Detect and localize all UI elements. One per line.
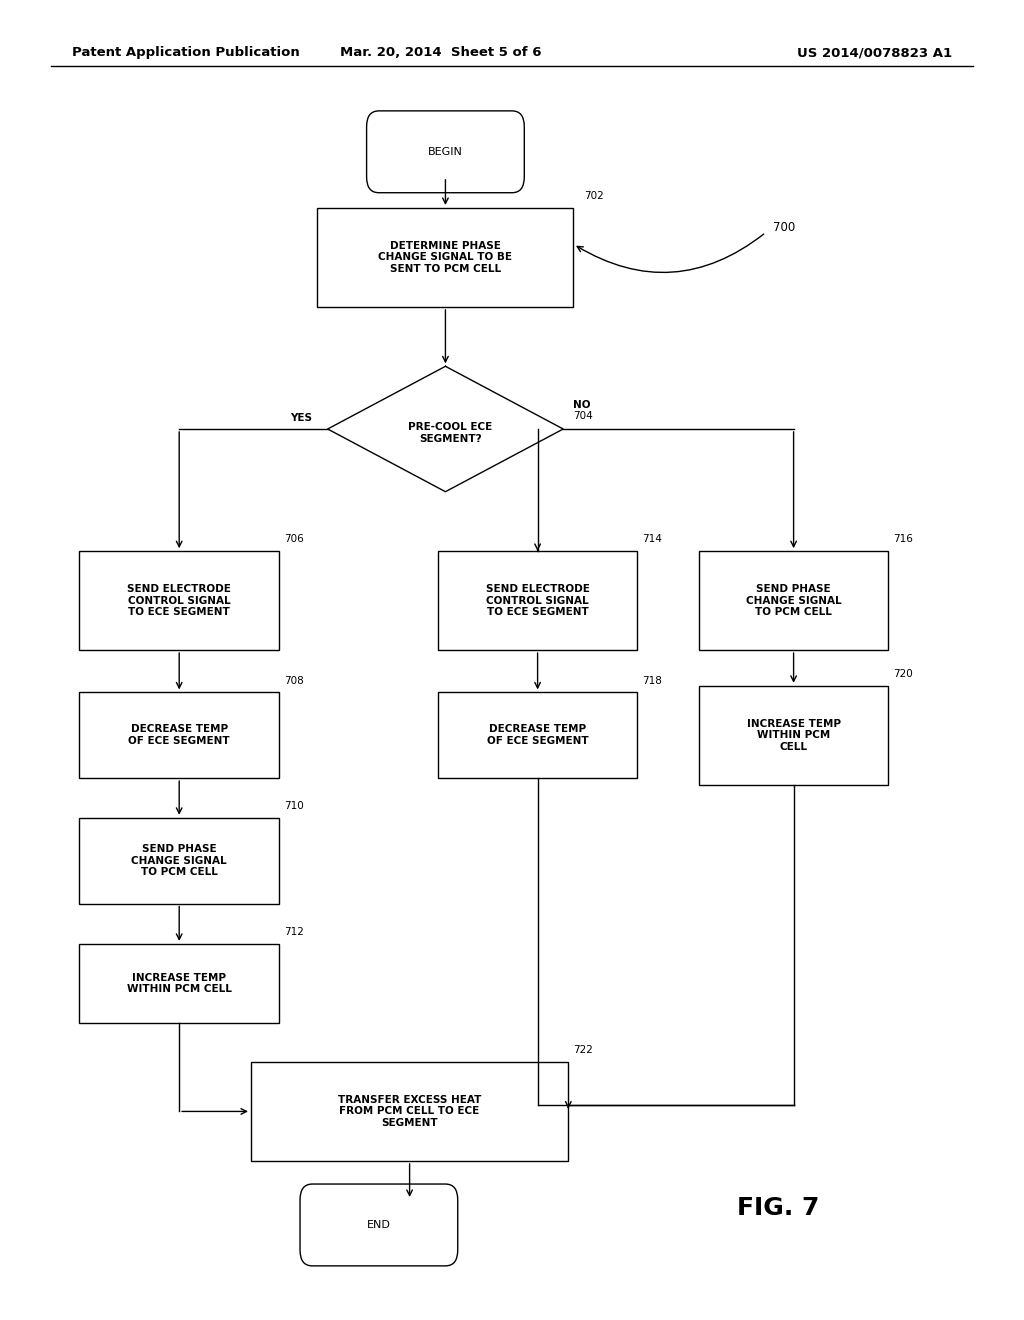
FancyBboxPatch shape	[367, 111, 524, 193]
Text: 720: 720	[893, 669, 913, 678]
Bar	[79, 552, 279, 649]
Text: 716: 716	[893, 535, 913, 544]
Bar	[79, 944, 279, 1023]
Text: INCREASE TEMP
WITHIN PCM
CELL: INCREASE TEMP WITHIN PCM CELL	[746, 718, 841, 752]
Text: DECREASE TEMP
OF ECE SEGMENT: DECREASE TEMP OF ECE SEGMENT	[486, 725, 589, 746]
Text: END: END	[367, 1220, 391, 1230]
Text: 704: 704	[573, 411, 593, 421]
Text: 706: 706	[284, 535, 304, 544]
Text: DECREASE TEMP
OF ECE SEGMENT: DECREASE TEMP OF ECE SEGMENT	[128, 725, 230, 746]
Text: NO: NO	[573, 400, 591, 411]
Bar	[79, 692, 279, 777]
Text: SEND ELECTRODE
CONTROL SIGNAL
TO ECE SEGMENT: SEND ELECTRODE CONTROL SIGNAL TO ECE SEG…	[127, 583, 231, 618]
Bar	[698, 686, 888, 784]
Text: FIG. 7: FIG. 7	[737, 1196, 819, 1220]
Text: PRE-COOL ECE
SEGMENT?: PRE-COOL ECE SEGMENT?	[409, 422, 493, 444]
Text: Mar. 20, 2014  Sheet 5 of 6: Mar. 20, 2014 Sheet 5 of 6	[340, 46, 541, 59]
Text: SEND PHASE
CHANGE SIGNAL
TO PCM CELL: SEND PHASE CHANGE SIGNAL TO PCM CELL	[131, 843, 227, 878]
Text: 710: 710	[284, 801, 304, 810]
Text: 700: 700	[773, 220, 796, 234]
Text: SEND PHASE
CHANGE SIGNAL
TO PCM CELL: SEND PHASE CHANGE SIGNAL TO PCM CELL	[745, 583, 842, 618]
Text: DETERMINE PHASE
CHANGE SIGNAL TO BE
SENT TO PCM CELL: DETERMINE PHASE CHANGE SIGNAL TO BE SENT…	[379, 240, 512, 275]
Bar	[251, 1061, 568, 1162]
Text: US 2014/0078823 A1: US 2014/0078823 A1	[798, 46, 952, 59]
Bar	[438, 552, 637, 649]
Text: BEGIN: BEGIN	[428, 147, 463, 157]
Text: 718: 718	[643, 676, 663, 685]
Text: YES: YES	[291, 413, 312, 424]
Bar	[79, 817, 279, 903]
Text: Patent Application Publication: Patent Application Publication	[72, 46, 299, 59]
Text: 712: 712	[284, 927, 304, 937]
Text: TRANSFER EXCESS HEAT
FROM PCM CELL TO ECE
SEGMENT: TRANSFER EXCESS HEAT FROM PCM CELL TO EC…	[338, 1094, 481, 1129]
Text: 702: 702	[584, 191, 603, 201]
Bar	[317, 207, 573, 306]
Text: SEND ELECTRODE
CONTROL SIGNAL
TO ECE SEGMENT: SEND ELECTRODE CONTROL SIGNAL TO ECE SEG…	[485, 583, 590, 618]
Text: 714: 714	[643, 535, 663, 544]
Text: INCREASE TEMP
WITHIN PCM CELL: INCREASE TEMP WITHIN PCM CELL	[127, 973, 231, 994]
Bar	[698, 552, 888, 649]
Bar	[438, 692, 637, 777]
Text: 722: 722	[573, 1045, 593, 1056]
FancyBboxPatch shape	[300, 1184, 458, 1266]
Text: 708: 708	[284, 676, 304, 685]
